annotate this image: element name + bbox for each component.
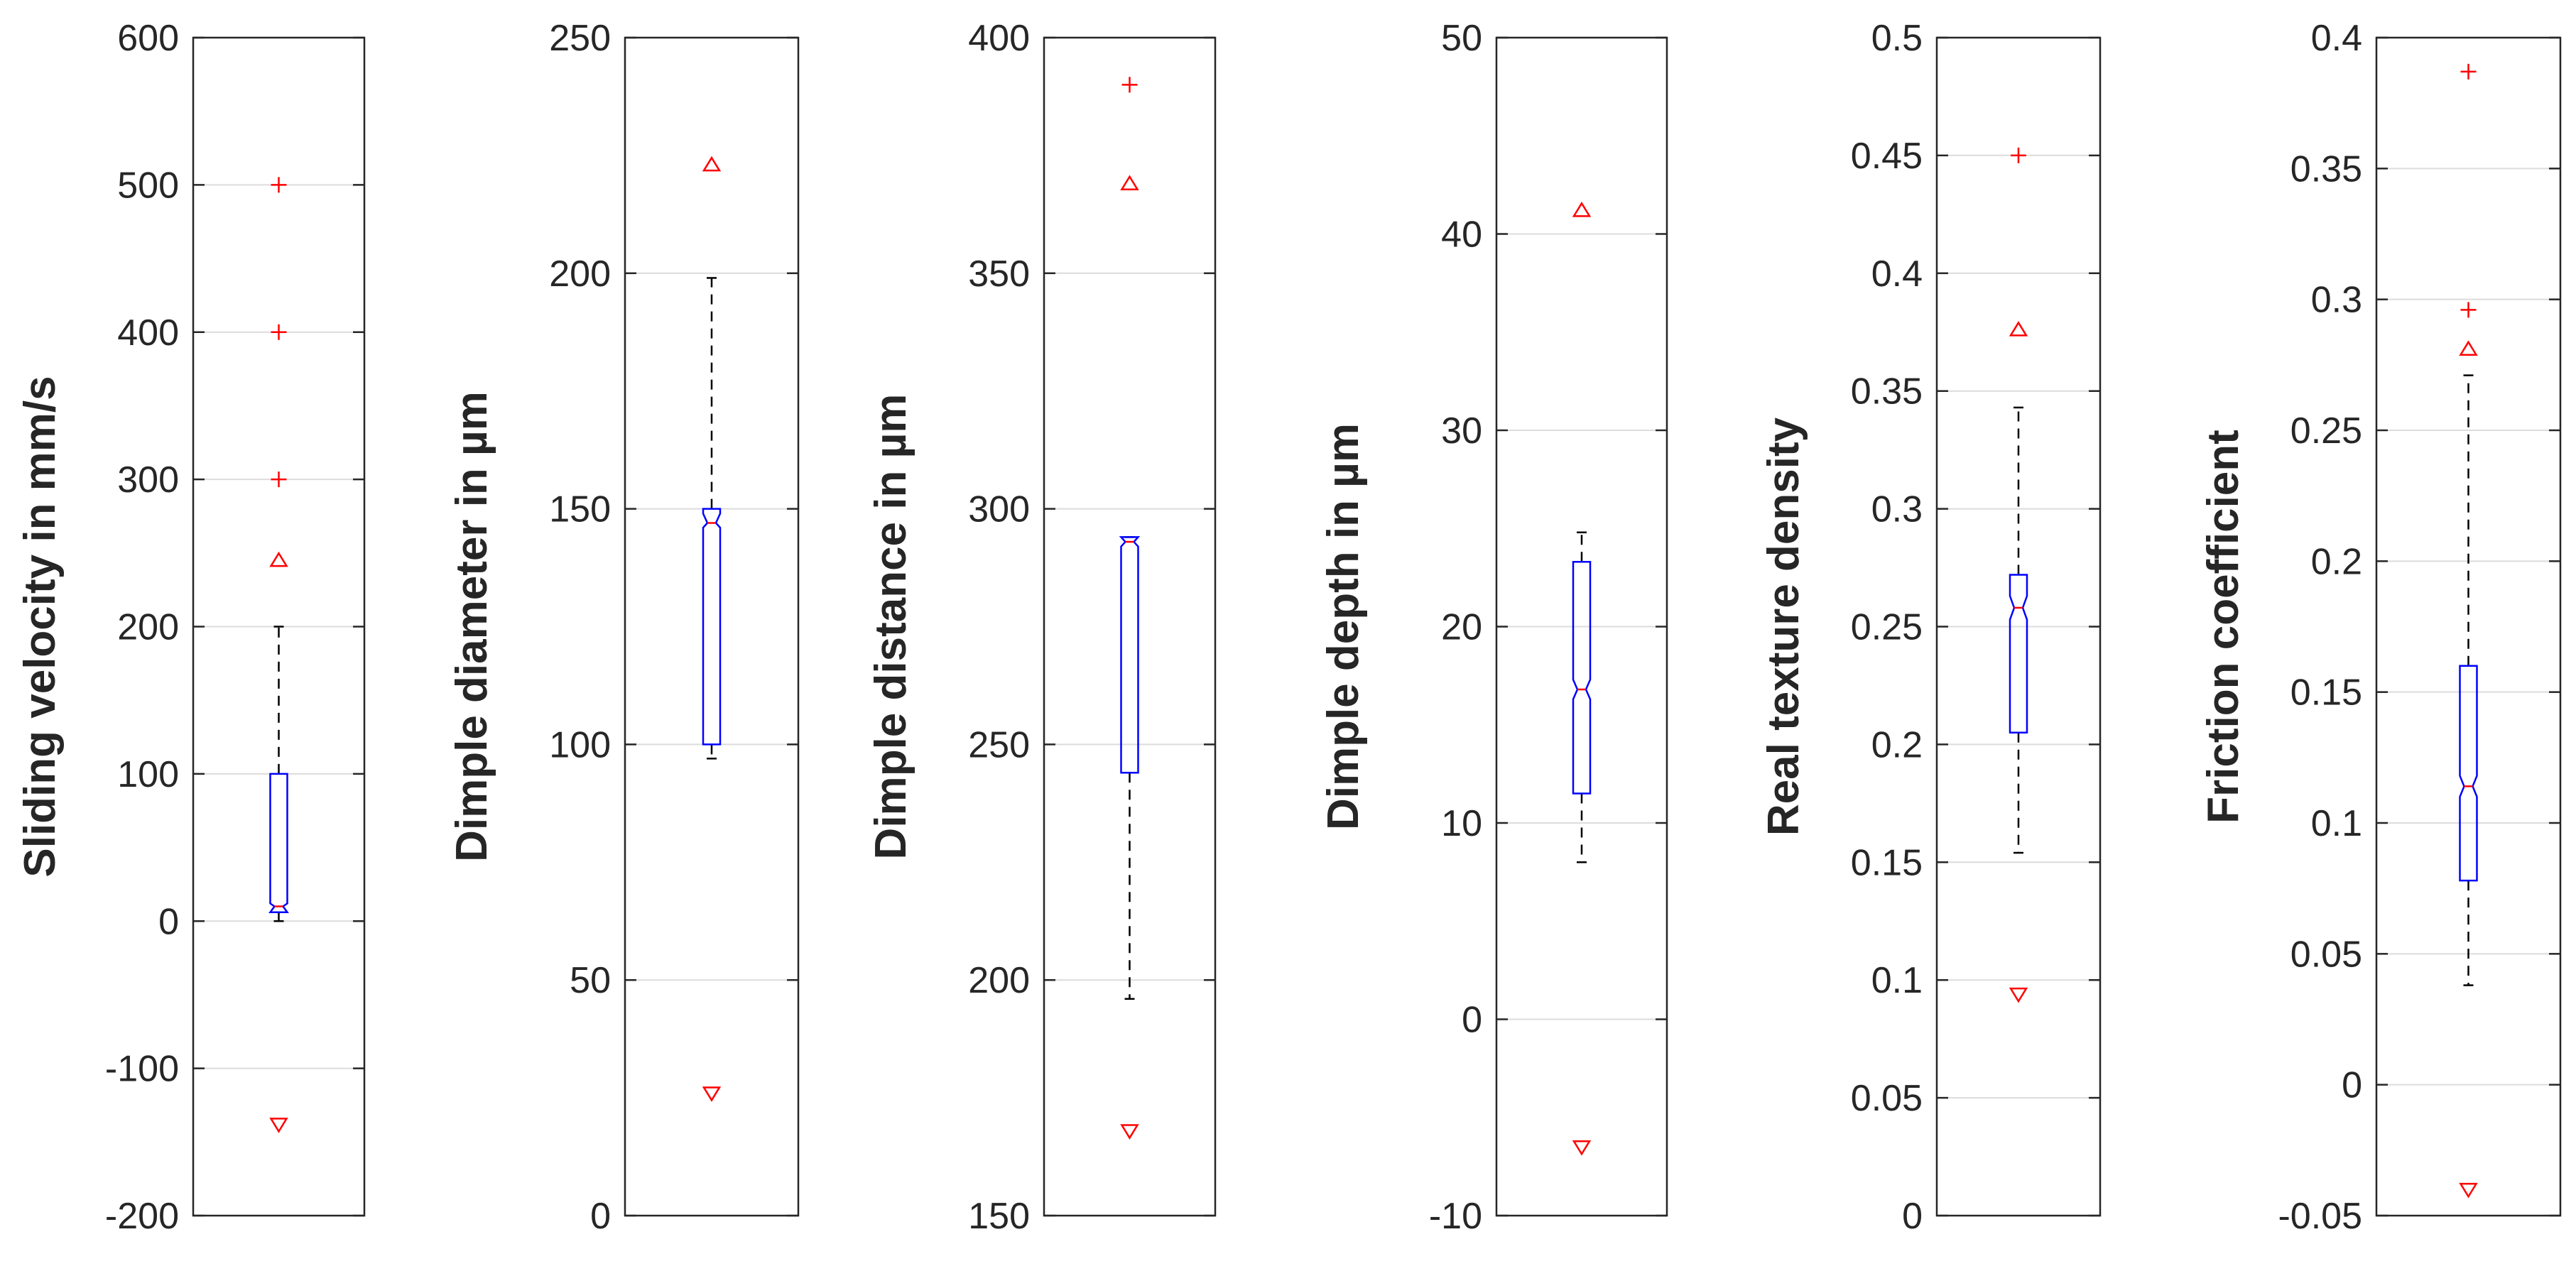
panel-2: 0 50 100 150 200 250 Dimple diameter in µm <box>447 18 800 1237</box>
y-axis-label: Dimple distance in µm <box>866 394 915 860</box>
y-tick-label: 0.35 <box>1851 371 1923 413</box>
y-tick-label: 0.3 <box>2311 280 2362 321</box>
panel-5: 0 0.05 0.1 0.15 0.2 0.25 0.3 0.35 0.4 0.45 0.5 Real… <box>1759 18 2102 1237</box>
outlier-marker <box>271 324 287 340</box>
y-tick-label: 0 <box>2342 1065 2362 1106</box>
outlier-marker <box>1121 77 1138 93</box>
y-tick-label: 0 <box>158 901 179 942</box>
y-axis-label: Real texture density <box>1759 417 1808 836</box>
axes-frame <box>624 36 800 1217</box>
y-axis-label: Dimple depth in µm <box>1319 423 1368 830</box>
box <box>2009 574 2028 734</box>
outlier-marker <box>2460 302 2477 318</box>
y-tick-label: 0.3 <box>1871 489 1923 530</box>
y-tick-label: 0.4 <box>2311 18 2362 59</box>
y-tick-label: 50 <box>570 960 611 1001</box>
y-tick-label: 600 <box>117 18 179 59</box>
outlier-marker <box>2460 63 2477 80</box>
y-tick-label: 300 <box>968 489 1030 530</box>
min-marker <box>269 1118 288 1133</box>
box <box>1119 536 1141 774</box>
y-axis-label: Sliding velocity in mm/s <box>16 376 65 877</box>
min-marker <box>1572 1140 1592 1156</box>
y-tick-label: -100 <box>105 1049 179 1090</box>
y-tick-label: 0.1 <box>2311 803 2362 844</box>
y-tick-label: 350 <box>968 253 1030 295</box>
y-tick-label: 250 <box>549 18 611 59</box>
max-marker <box>1572 201 1592 217</box>
axes-frame <box>1043 36 1217 1217</box>
y-tick-label: 250 <box>968 724 1030 765</box>
y-tick-label: 300 <box>117 459 179 501</box>
y-tick-label: 0.15 <box>2290 672 2362 714</box>
min-marker <box>702 1086 722 1102</box>
y-tick-label: 0.2 <box>2311 541 2362 582</box>
y-axis-label: Dimple diameter in µm <box>447 391 496 862</box>
y-tick-label: 10 <box>1441 803 1482 844</box>
panel-4: -10 0 10 20 30 40 50 Dimple depth in µm <box>1319 18 1668 1237</box>
y-tick-label: 0 <box>1462 1000 1482 1041</box>
panel-6: -0.05 0 0.05 0.1 0.15 0.2 0.25 0.3 0.35 0.4 Fricti… <box>2199 18 2562 1237</box>
panel-3: 150 200 250 300 350 400 Dimple distance in µm <box>866 18 1217 1237</box>
max-marker <box>1120 175 1139 190</box>
max-marker <box>702 156 722 172</box>
y-tick-label: 400 <box>968 18 1030 59</box>
y-tick-label: 400 <box>117 312 179 354</box>
y-tick-label: 0.1 <box>1871 960 1923 1001</box>
y-tick-label: 0 <box>590 1196 611 1237</box>
max-marker <box>269 551 288 567</box>
y-tick-label: 0.45 <box>1851 136 1923 177</box>
min-marker <box>1120 1124 1139 1140</box>
max-marker <box>2459 340 2478 356</box>
min-marker <box>2009 987 2028 1003</box>
outlier-marker <box>2011 147 2026 163</box>
box <box>702 508 722 746</box>
y-tick-label: 50 <box>1441 18 1482 59</box>
y-tick-label: 200 <box>549 253 611 295</box>
y-tick-label: 0.35 <box>2290 148 2362 190</box>
y-axis-label: Friction coefficient <box>2199 430 2248 824</box>
box <box>268 773 289 914</box>
outlier-marker <box>271 177 287 193</box>
y-tick-label: 0.05 <box>2290 934 2362 975</box>
y-tick-label: 0.2 <box>1871 724 1923 765</box>
y-tick-label: 0 <box>1902 1196 1923 1237</box>
y-tick-label: 0.25 <box>2290 410 2362 452</box>
y-tick-label: 30 <box>1441 410 1482 452</box>
y-tick-label: 0.25 <box>1851 607 1923 648</box>
box <box>1572 561 1592 795</box>
y-tick-label: -10 <box>1429 1196 1482 1237</box>
y-tick-label: -0.05 <box>2278 1196 2362 1237</box>
y-tick-label: 200 <box>117 607 179 648</box>
y-tick-label: -200 <box>105 1196 179 1237</box>
y-tick-label: 40 <box>1441 214 1482 256</box>
y-tick-label: 100 <box>117 754 179 795</box>
y-tick-label: 100 <box>549 724 611 765</box>
y-tick-label: 0.4 <box>1871 253 1923 295</box>
max-marker <box>2009 321 2028 337</box>
box <box>2459 665 2478 882</box>
y-tick-label: 0.15 <box>1851 842 1923 883</box>
panel-1: -200 -100 0 100 200 300 400 500 600 Sliding veloc… <box>16 18 366 1237</box>
min-marker <box>2459 1182 2478 1199</box>
y-tick-label: 150 <box>549 489 611 530</box>
y-tick-label: 150 <box>968 1196 1030 1237</box>
outlier-marker <box>271 471 287 488</box>
axes-frame <box>2375 36 2562 1217</box>
y-tick-label: 20 <box>1441 607 1482 648</box>
y-tick-label: 500 <box>117 165 179 206</box>
y-tick-label: 200 <box>968 960 1030 1001</box>
y-tick-label: 0.05 <box>1851 1078 1923 1119</box>
y-tick-label: 0.5 <box>1871 18 1923 59</box>
